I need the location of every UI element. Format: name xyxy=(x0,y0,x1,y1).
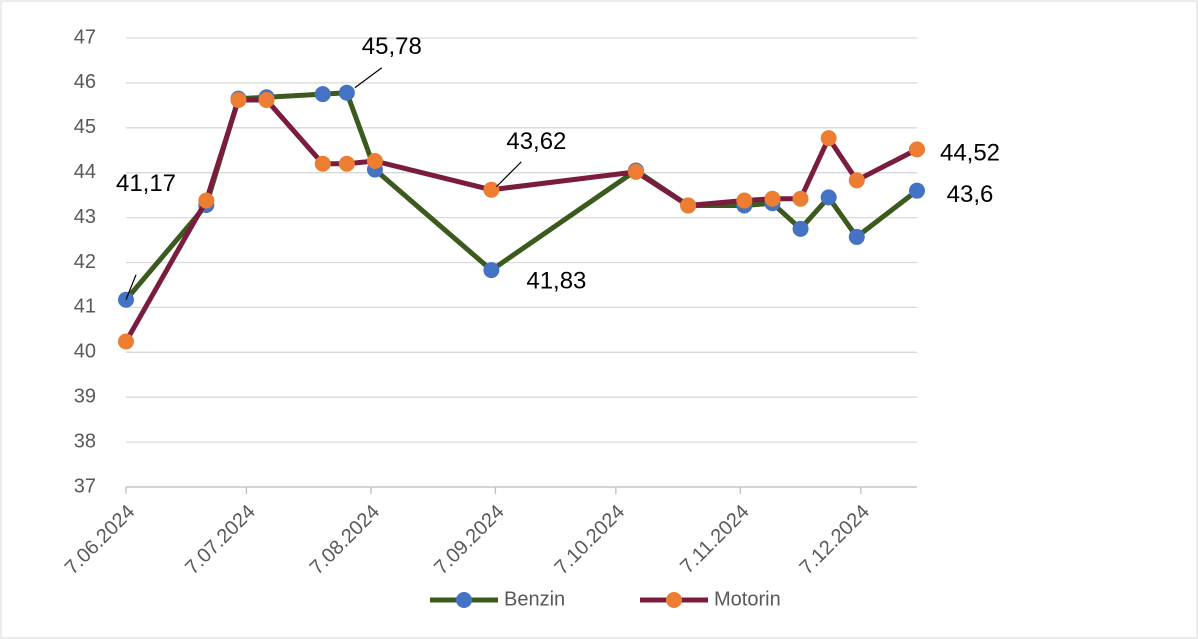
marker xyxy=(314,155,331,172)
data-label: 45,78 xyxy=(362,33,422,60)
marker xyxy=(338,84,355,101)
data-label: 41,17 xyxy=(116,170,176,197)
data-label: 43,6 xyxy=(947,181,994,208)
leader-line xyxy=(125,274,137,300)
y-tick-label: 46 xyxy=(74,71,96,93)
y-tick-label: 41 xyxy=(74,296,96,318)
marker xyxy=(820,189,837,206)
marker xyxy=(820,130,837,147)
y-tick-label: 44 xyxy=(74,161,96,183)
leader-line xyxy=(354,67,383,89)
y-tick-label: 39 xyxy=(74,385,96,407)
data-label: 44,52 xyxy=(940,140,1000,167)
y-tick-label: 40 xyxy=(74,341,96,363)
marker xyxy=(483,181,500,198)
legend-label: Motorin xyxy=(714,588,781,610)
marker xyxy=(230,91,247,108)
marker xyxy=(338,155,355,172)
marker xyxy=(792,190,809,207)
y-tick-label: 38 xyxy=(74,430,96,452)
marker xyxy=(258,91,275,108)
marker xyxy=(314,86,331,103)
data-label: 43,62 xyxy=(506,128,566,155)
marker xyxy=(792,220,809,237)
marker xyxy=(198,192,215,209)
data-label: 41,83 xyxy=(526,267,586,294)
y-tick-label: 37 xyxy=(74,475,96,497)
marker xyxy=(764,190,781,207)
legend-label: Benzin xyxy=(504,588,565,610)
marker xyxy=(627,163,644,180)
marker xyxy=(848,228,865,245)
marker xyxy=(736,192,753,209)
marker xyxy=(483,262,500,279)
marker xyxy=(680,197,697,214)
y-tick-label: 47 xyxy=(74,26,96,48)
leader-line xyxy=(495,161,522,188)
marker xyxy=(909,182,925,199)
marker xyxy=(909,141,925,158)
legend-marker xyxy=(666,592,682,608)
y-tick-label: 42 xyxy=(74,251,96,273)
series-line xyxy=(123,97,919,343)
marker xyxy=(118,333,134,350)
marker xyxy=(366,153,383,170)
y-tick-label: 43 xyxy=(74,206,96,228)
legend-marker xyxy=(456,592,472,608)
marker xyxy=(848,172,865,189)
y-tick-label: 45 xyxy=(74,116,96,138)
